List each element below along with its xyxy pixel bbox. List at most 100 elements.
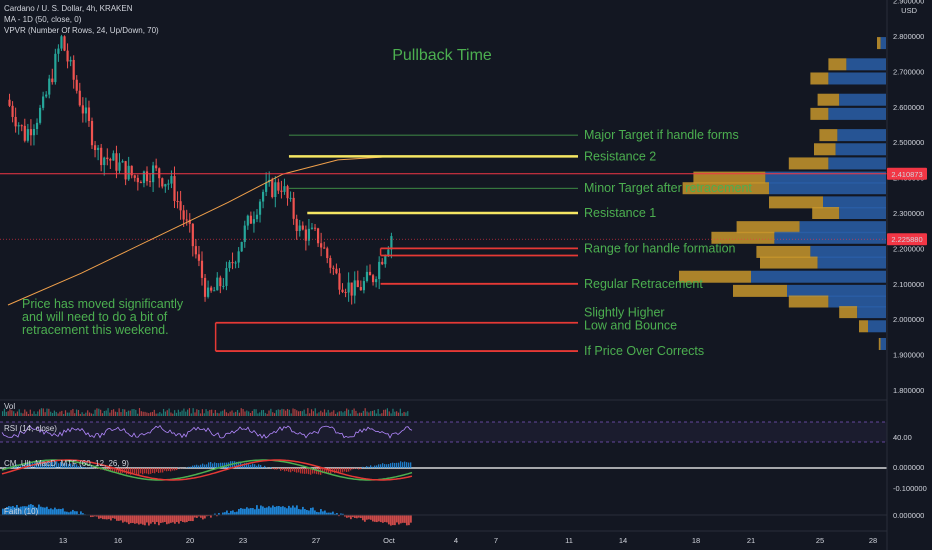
faith-bar	[266, 507, 268, 515]
price-tick: 2.900000	[893, 0, 924, 6]
macd-hist-bar	[374, 465, 376, 468]
volume-bar	[100, 409, 102, 416]
faith-bar	[380, 515, 382, 523]
faith-bar	[156, 515, 158, 522]
macd-hist-bar	[278, 468, 280, 469]
candle-body	[292, 197, 295, 219]
faith-bar	[120, 515, 122, 521]
volume-pane-label[interactable]: Vol	[4, 402, 15, 411]
candle-body	[139, 182, 142, 184]
faith-bar	[300, 509, 302, 515]
volume-bar	[386, 408, 388, 416]
faith-bar	[96, 515, 98, 517]
macd-hist-bar	[204, 464, 206, 468]
price-tick: 2.500000	[893, 138, 924, 147]
faith-bar	[240, 508, 242, 515]
volume-bar	[2, 411, 4, 416]
faith-bar	[318, 512, 320, 515]
macd-hist-bar	[20, 465, 22, 468]
faith-bar	[336, 513, 338, 515]
macd-pane-label[interactable]: CM_Ult_MacD_MTF (60, 12, 26, 9)	[4, 459, 129, 468]
faith-bar	[172, 515, 174, 523]
volume-bar	[151, 411, 154, 416]
vpvr-indicator-label[interactable]: VPVR (Number Of Rows, 24, Up/Down, 70)	[4, 26, 159, 35]
candle-body	[17, 125, 20, 127]
candle-body	[243, 225, 246, 242]
faith-tick-zero: 0.000000	[893, 511, 924, 520]
faith-bar	[410, 515, 412, 523]
macd-hist-bar	[114, 468, 116, 473]
candle-body	[54, 53, 57, 83]
macd-hist-bar	[156, 468, 158, 472]
faith-bar	[72, 509, 74, 515]
volume-bar	[40, 408, 43, 416]
macd-hist-bar	[200, 464, 202, 468]
faith-bar	[130, 515, 132, 524]
candle-body	[344, 291, 347, 293]
faith-pane-label[interactable]: Faith (10)	[4, 507, 39, 516]
macd-hist-bar	[284, 468, 286, 472]
ma-indicator-label[interactable]: MA - 1D (50, close, 0)	[4, 15, 82, 24]
macd-hist-bar	[310, 468, 312, 475]
vp-row-down	[756, 245, 811, 258]
faith-bar	[24, 506, 26, 515]
faith-bar	[76, 511, 78, 515]
volume-bar	[360, 412, 363, 416]
time-axis[interactable]: 13 16 20 23 27 Oct 4 7 11 14 18 21 25 28	[0, 530, 887, 545]
symbol-label[interactable]: Cardano / U. S. Dollar, 4h, KRAKEN	[4, 4, 133, 13]
volume-bar	[55, 411, 57, 416]
faith-bar	[18, 507, 20, 515]
faith-bar	[348, 515, 350, 518]
faith-bar	[38, 504, 40, 515]
volume-bar	[18, 409, 20, 416]
macd-hist-bar	[298, 468, 300, 473]
level-label: Range for handle formation	[584, 241, 736, 255]
macd-hist-bar	[220, 462, 222, 468]
vp-row-up	[810, 245, 886, 258]
candle-body	[164, 184, 167, 187]
vp-row-up	[828, 295, 886, 308]
time-tick: 4	[454, 536, 458, 545]
macd-hist-bar	[72, 465, 74, 468]
rsi-pane-label[interactable]: RSI (14, close)	[4, 424, 57, 433]
price-axis[interactable]: USD 2.900000 2.800000 2.700000 2.600000 2.50…	[886, 0, 932, 550]
faith-bar	[264, 507, 266, 515]
level-label-line: Major Target if handle forms	[584, 128, 739, 142]
macd-hist-bar	[150, 468, 152, 474]
faith-bar	[386, 515, 388, 523]
volume-bar	[207, 411, 209, 416]
volume-bar	[148, 413, 150, 416]
volume-bar	[168, 408, 170, 416]
faith-bar	[186, 515, 188, 523]
price-tick: 2.000000	[893, 315, 924, 324]
candle-body	[335, 268, 338, 274]
faith-bar	[82, 513, 84, 515]
vp-row-down	[711, 231, 775, 244]
volume-bar	[401, 413, 403, 416]
faith-bar	[132, 515, 134, 523]
faith-bar	[150, 515, 152, 524]
volume-bar	[66, 412, 68, 416]
macd-hist-bar	[272, 468, 274, 470]
volume-bar	[310, 409, 313, 416]
vp-row-up	[769, 182, 886, 195]
price-tick: 2.200000	[893, 244, 924, 253]
candle-body	[130, 165, 133, 176]
price-tick: 2.700000	[893, 67, 924, 76]
macd-hist-bar	[52, 461, 54, 468]
volume-bar	[285, 410, 287, 416]
macd-hist-bar	[168, 468, 170, 471]
time-tick: 28	[869, 536, 877, 545]
faith-bar	[204, 515, 206, 519]
faith-bar	[346, 515, 348, 518]
faith-bar	[202, 515, 204, 520]
volume-bar	[170, 412, 172, 416]
faith-bar	[192, 515, 194, 522]
faith-bar	[194, 515, 196, 518]
faith-bar	[382, 515, 384, 523]
macd-hist-bar	[336, 468, 338, 473]
candle-body	[323, 247, 326, 249]
volume-bar	[199, 413, 202, 416]
volume-bar	[397, 412, 400, 416]
